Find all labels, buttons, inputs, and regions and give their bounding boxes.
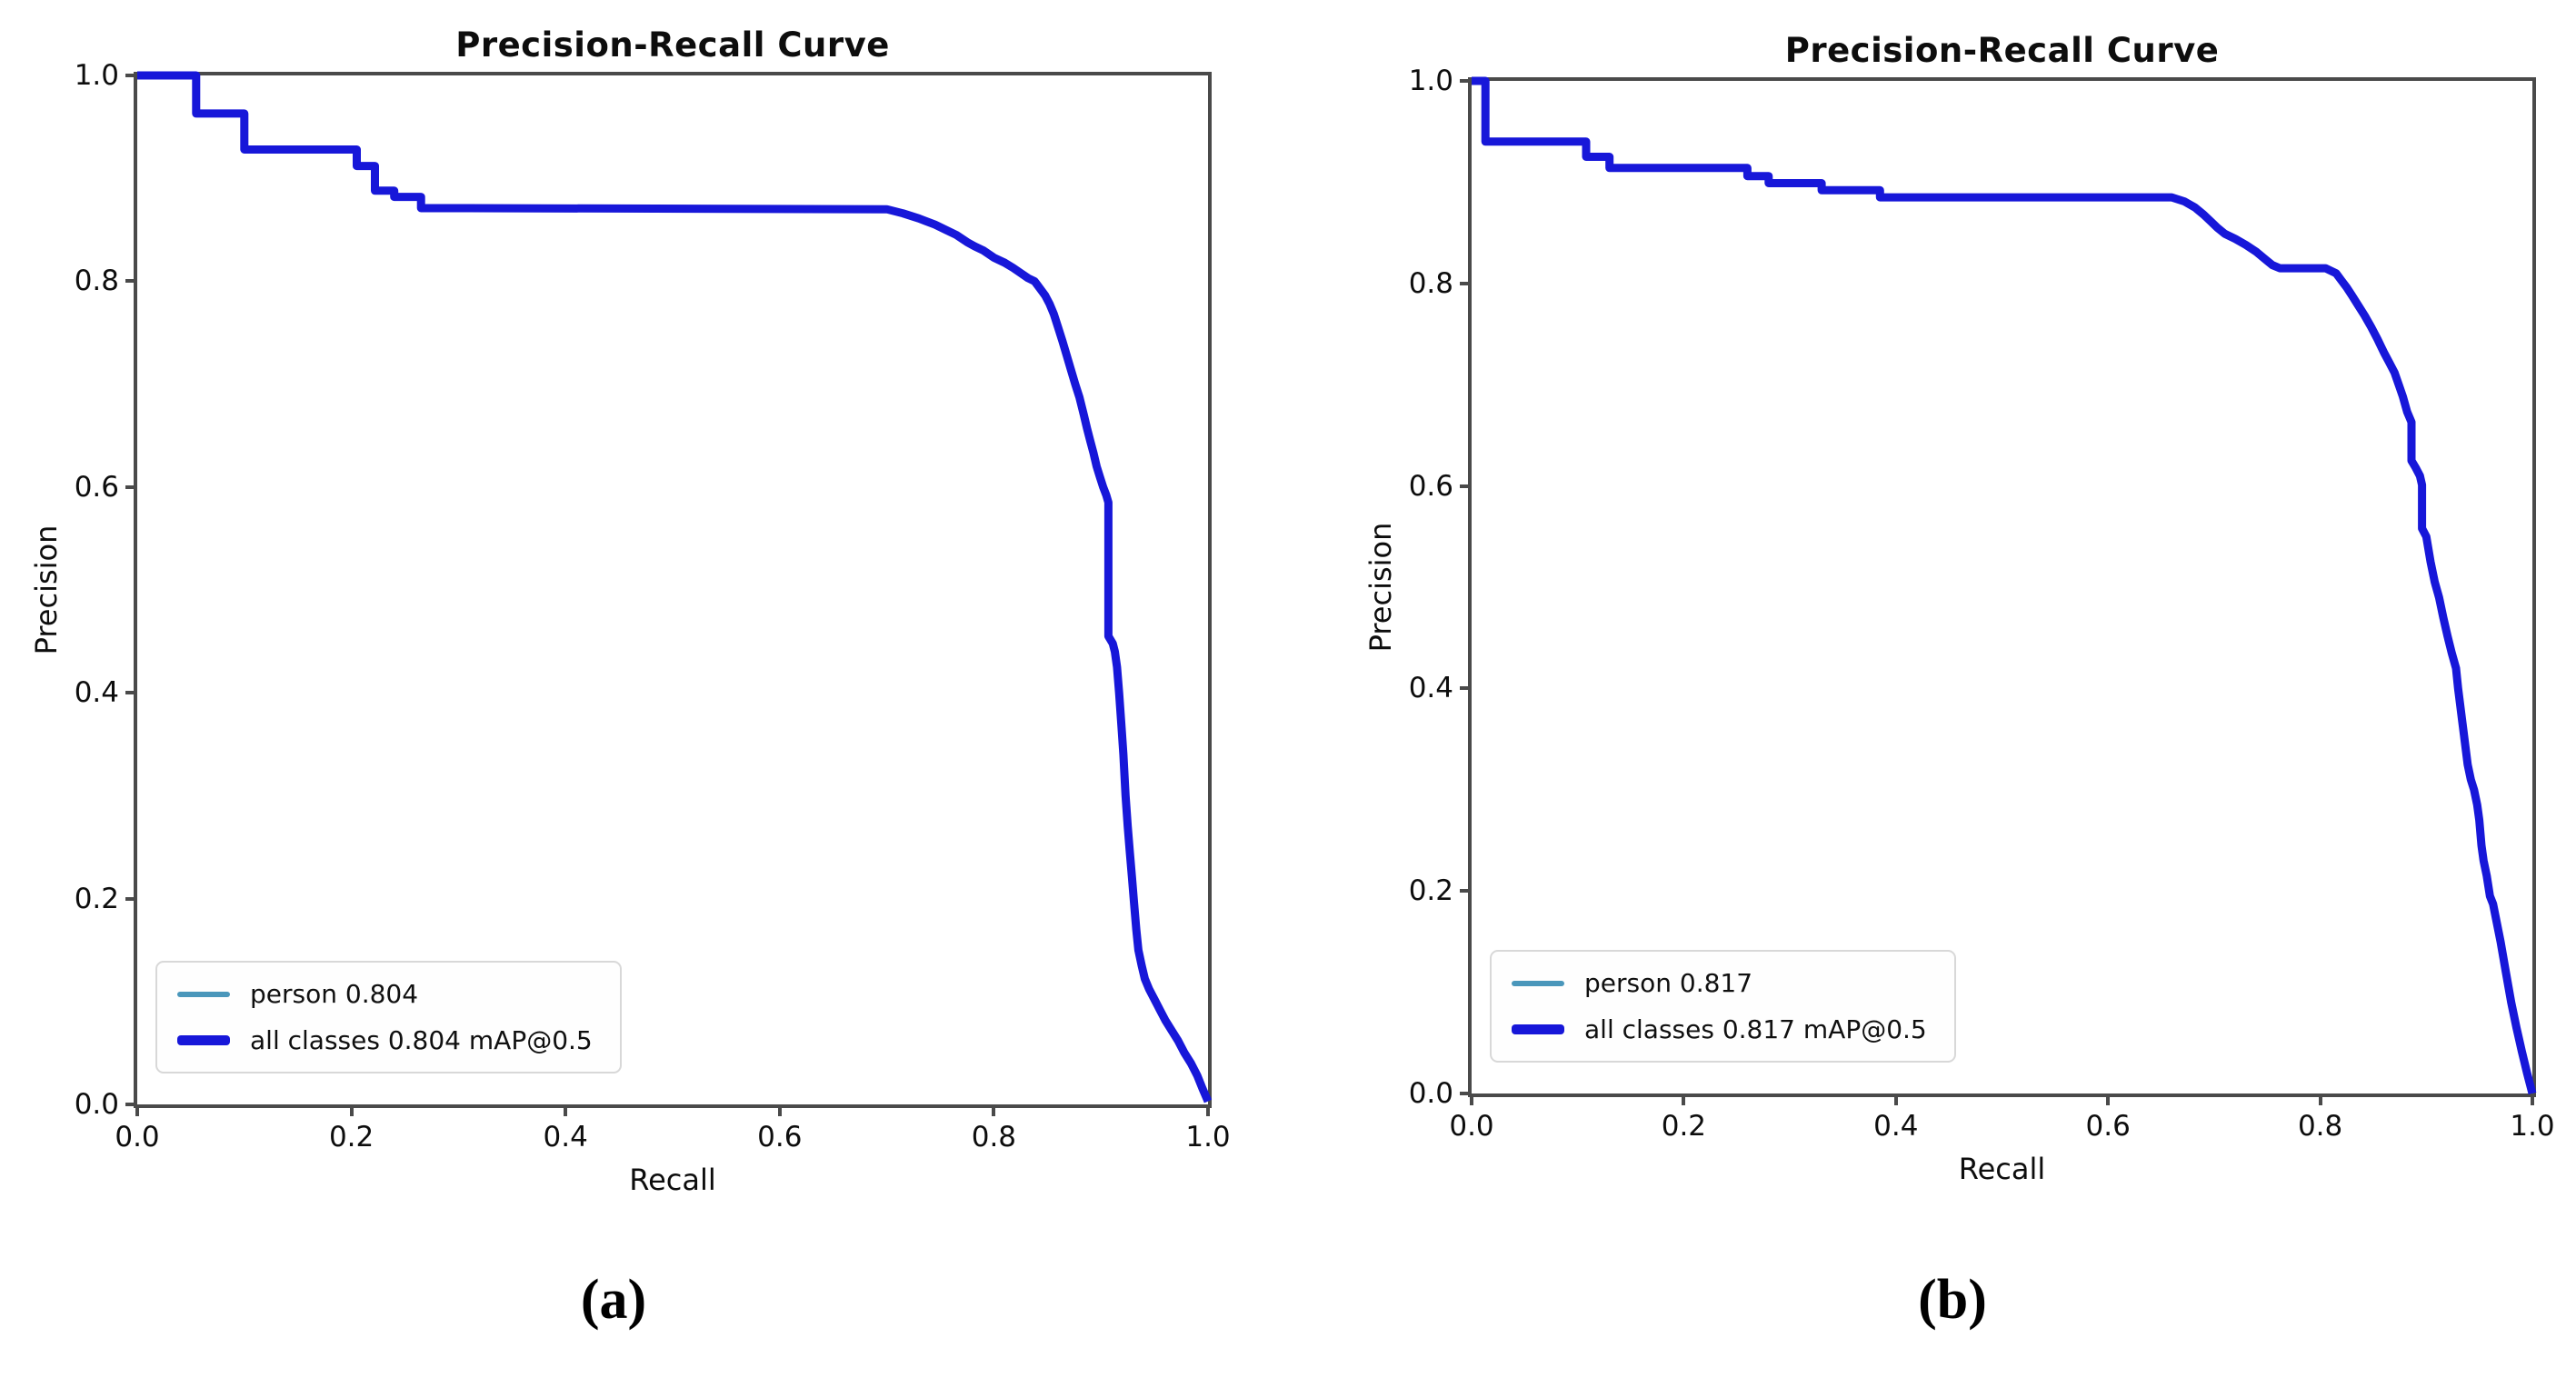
x-tick-mark (1470, 1093, 1473, 1105)
x-axis-label: Recall (1958, 1152, 2046, 1186)
x-tick-mark (2318, 1093, 2322, 1105)
x-tick-mark (349, 1104, 354, 1116)
y-tick-mark (1460, 281, 1472, 285)
y-axis-label: Precision (1363, 522, 1398, 653)
legend: person 0.817 all classes 0.817 mAP@0.5 (1490, 950, 1956, 1063)
x-tick-label: 0.6 (2085, 1110, 2131, 1143)
x-tick-mark (992, 1104, 996, 1116)
x-tick-label: 0.4 (1873, 1110, 1919, 1143)
legend: person 0.804 all classes 0.804 mAP@0.5 (155, 961, 622, 1073)
y-tick-label: 0.8 (74, 265, 119, 298)
x-tick-label: 0.4 (543, 1121, 588, 1153)
curve-person (137, 74, 1210, 1103)
pr-chart-b: Precision-Recall Curve Recall Precision … (1363, 31, 2555, 1186)
chart-title: Precision-Recall Curve (1784, 31, 2220, 70)
legend-item-person: person 0.804 (177, 979, 593, 1009)
all-classes-line-sample (1512, 1024, 1564, 1034)
x-tick-mark (1893, 1093, 1898, 1105)
y-tick-label: 0.4 (1408, 672, 1453, 705)
x-tick-mark (777, 1104, 782, 1116)
y-tick-mark (125, 1103, 137, 1106)
y-tick-label: 0.0 (1408, 1077, 1453, 1110)
legend-label-person: person 0.804 (250, 979, 419, 1009)
x-tick-label: 0.8 (2297, 1110, 2343, 1143)
x-tick-label: 1.0 (2510, 1110, 2555, 1143)
y-tick-label: 0.0 (74, 1088, 119, 1121)
y-tick-mark (125, 484, 137, 489)
y-tick-mark (1460, 484, 1472, 488)
x-tick-label: 0.8 (971, 1121, 1017, 1153)
legend-label-person: person 0.817 (1584, 968, 1753, 998)
legend-item-all-classes: all classes 0.804 mAP@0.5 (177, 1025, 593, 1055)
pr-curves-svg (137, 71, 1213, 1103)
y-tick-mark (1460, 79, 1472, 83)
x-tick-mark (1682, 1093, 1686, 1105)
subfigure-label-b: (b) (1918, 1269, 1987, 1331)
y-axis-label: Precision (29, 524, 64, 655)
legend-item-person: person 0.817 (1512, 968, 1927, 998)
chart-title: Precision-Recall Curve (455, 25, 890, 65)
y-tick-label: 0.2 (1408, 874, 1453, 908)
x-tick-label: 0.0 (1449, 1110, 1494, 1143)
y-tick-mark (125, 691, 137, 695)
x-tick-mark (2106, 1093, 2111, 1105)
y-tick-label: 0.4 (74, 676, 119, 710)
y-tick-label: 0.2 (74, 882, 119, 915)
pr-curves-svg (1472, 76, 2537, 1095)
x-tick-mark (2531, 1093, 2534, 1105)
y-tick-mark (1460, 686, 1472, 691)
x-tick-label: 0.0 (115, 1121, 160, 1153)
all-classes-line-sample (177, 1035, 230, 1045)
y-tick-mark (125, 74, 137, 77)
x-tick-mark (135, 1104, 139, 1116)
y-tick-mark (125, 279, 137, 284)
y-tick-mark (1460, 889, 1472, 894)
y-tick-label: 1.0 (74, 59, 119, 92)
legend-label-all-classes: all classes 0.817 mAP@0.5 (1584, 1014, 1927, 1044)
y-tick-label: 0.8 (1408, 266, 1453, 300)
curve-person (1472, 79, 2534, 1094)
y-tick-label: 1.0 (1408, 65, 1453, 97)
y-tick-mark (1460, 1092, 1472, 1095)
y-tick-label: 0.6 (1408, 469, 1453, 503)
y-tick-mark (125, 896, 137, 901)
x-tick-label: 0.6 (757, 1121, 803, 1153)
legend-label-all-classes: all classes 0.804 mAP@0.5 (250, 1025, 593, 1055)
x-tick-mark (564, 1104, 568, 1116)
person-line-sample (177, 991, 230, 997)
x-tick-label: 1.0 (1185, 1121, 1231, 1153)
x-tick-mark (1206, 1104, 1210, 1116)
x-tick-label: 0.2 (1661, 1110, 1707, 1143)
subfigure-label-a: (a) (580, 1269, 647, 1331)
legend-item-all-classes: all classes 0.817 mAP@0.5 (1512, 1014, 1927, 1044)
curve-all-classes (137, 71, 1213, 1103)
person-line-sample (1512, 980, 1564, 986)
curve-all-classes (1472, 76, 2537, 1095)
x-tick-label: 0.2 (328, 1121, 374, 1153)
y-tick-label: 0.6 (74, 470, 119, 504)
pr-chart-a: Precision-Recall Curve Recall Precision … (29, 25, 1231, 1197)
x-axis-label: Recall (629, 1163, 716, 1197)
